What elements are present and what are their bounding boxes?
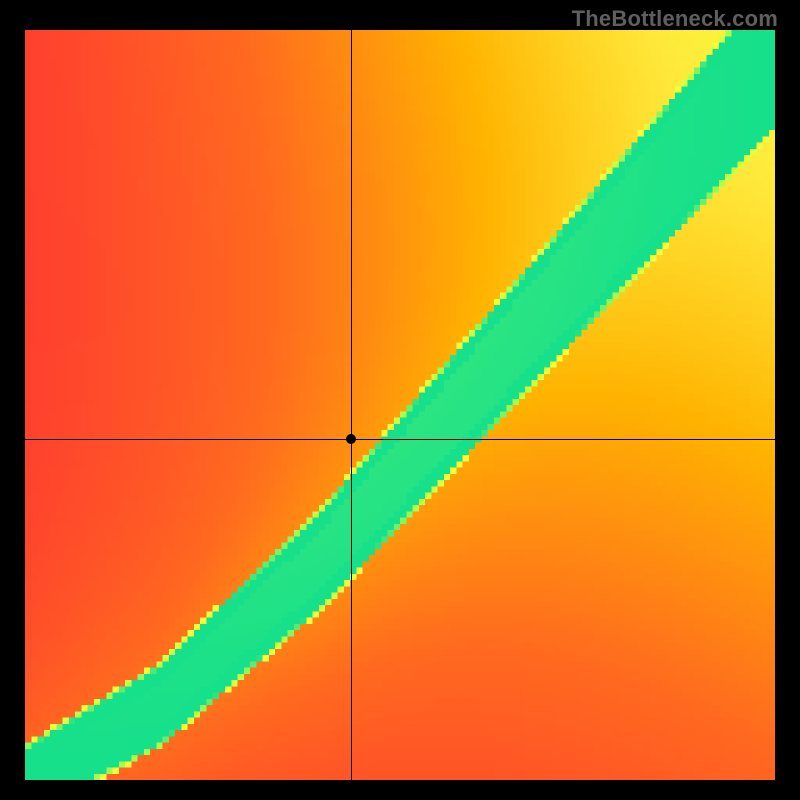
crosshair-marker: [346, 434, 356, 444]
chart-container: { "watermark": { "text": "TheBottleneck.…: [0, 0, 800, 800]
bottleneck-heatmap-canvas: [25, 30, 775, 780]
crosshair-vertical: [351, 30, 352, 780]
watermark-text: TheBottleneck.com: [572, 6, 778, 32]
crosshair-horizontal: [25, 439, 775, 440]
